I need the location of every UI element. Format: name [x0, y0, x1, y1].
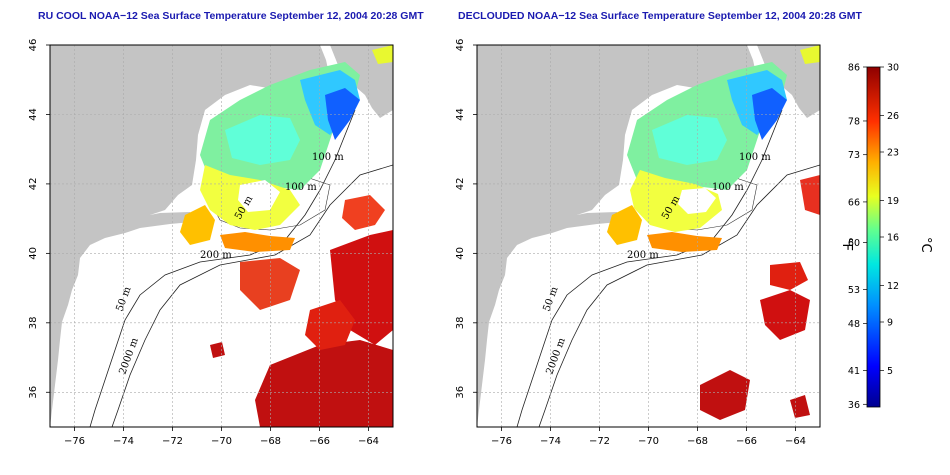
- colorbar-c-label: 19: [887, 196, 899, 207]
- colorbar-c-label: 5: [887, 366, 893, 377]
- colorbar-f-label: 66: [848, 197, 860, 208]
- colorbar-c-label: 26: [887, 111, 899, 122]
- colorbar-c-label: 12: [887, 281, 899, 292]
- land-mass: [125, 212, 192, 228]
- x-tick-label: −64: [785, 436, 806, 447]
- grid-lines: [50, 45, 393, 427]
- sst-field: [607, 45, 820, 420]
- panel-title-left: RU COOL NOAA−12 Sea Surface Temperature …: [38, 10, 424, 22]
- bathymetry-contour: [516, 109, 783, 427]
- land-mass: [477, 45, 757, 427]
- colorbar-c-label: 23: [887, 148, 899, 159]
- x-tick-label: −76: [491, 436, 512, 447]
- unit-fahrenheit: °F: [839, 237, 854, 251]
- land-mass: [552, 212, 619, 228]
- colorbar-f-label: 48: [848, 319, 860, 330]
- contour-label: 200 m: [200, 250, 232, 261]
- contour-label: 100 m: [312, 152, 344, 163]
- grid-lines: [477, 45, 820, 427]
- x-tick-label: −68: [260, 436, 281, 447]
- y-tick-label: 36: [28, 386, 39, 399]
- x-tick-label: −76: [64, 436, 85, 447]
- colorbar: 86 78 73 66 60 53 48 41 36 30 26 23 19 16 12 9 5 °F °C: [839, 63, 933, 411]
- axis-ticks-left: −76 −74 −72 −70 −68 −66 −64 36 38 40 42 44 46: [28, 39, 379, 447]
- colorbar-f-label: 73: [848, 150, 860, 161]
- contour-label: 100 m: [712, 182, 744, 193]
- colorbar-c-label: 9: [887, 318, 893, 329]
- bathymetry-contour: [111, 164, 393, 427]
- unit-celsius: °C: [918, 237, 933, 253]
- colorbar-c-label: 16: [887, 233, 899, 244]
- y-tick-label: 42: [455, 178, 466, 191]
- colorbar-f-label: 86: [848, 63, 860, 74]
- sst-field: [180, 45, 393, 427]
- colorbar-c-label: 30: [887, 63, 899, 74]
- y-tick-label: 46: [455, 39, 466, 52]
- x-tick-label: −66: [309, 436, 330, 447]
- y-tick-label: 42: [28, 178, 39, 191]
- axis-ticks-right: −76 −74 −72 −70 −68 −66 −64 36 38 40 42 44 46: [455, 39, 806, 447]
- colorbar-ticks: 86 78 73 66 60 53 48 41 36 30 26 23 19 16 12 9 5: [848, 63, 899, 411]
- contour-label: 200 m: [627, 250, 659, 261]
- land-mass: [50, 45, 330, 427]
- colorbar-gradient: [866, 66, 881, 408]
- x-tick-label: −70: [638, 436, 659, 447]
- y-tick-label: 46: [28, 39, 39, 52]
- y-tick-label: 38: [455, 316, 466, 329]
- contour-label: 100 m: [739, 152, 771, 163]
- panel-title-right: DECLOUDED NOAA−12 Sea Surface Temperatur…: [458, 10, 862, 22]
- colorbar-f-label: 36: [848, 400, 860, 411]
- y-tick-label: 44: [28, 108, 39, 121]
- colorbar-f-label: 78: [848, 116, 860, 127]
- bathymetry-contour: [538, 164, 820, 427]
- bathymetry-contour: [89, 109, 356, 427]
- x-tick-label: −64: [358, 436, 379, 447]
- x-tick-label: −74: [113, 436, 134, 447]
- y-tick-label: 44: [455, 108, 466, 121]
- contour-label: 100 m: [285, 182, 317, 193]
- x-tick-label: −68: [687, 436, 708, 447]
- map-panel-left: 100 m 100 m 50 m 200 m 50 m 2000 m −76 −7…: [28, 39, 394, 447]
- map-panel-right: 100 m 100 m 50 m 200 m 50 m 2000 m −76 −7…: [455, 39, 821, 447]
- x-tick-label: −70: [211, 436, 232, 447]
- colorbar-f-label: 53: [848, 285, 860, 296]
- colorbar-f-label: 60: [848, 238, 860, 249]
- x-tick-label: −74: [540, 436, 561, 447]
- y-tick-label: 40: [455, 247, 466, 260]
- y-tick-label: 36: [455, 386, 466, 399]
- x-tick-label: −72: [589, 436, 610, 447]
- x-tick-label: −66: [736, 436, 757, 447]
- y-tick-label: 38: [28, 316, 39, 329]
- y-tick-label: 40: [28, 247, 39, 260]
- colorbar-f-label: 41: [848, 366, 860, 377]
- x-tick-label: −72: [162, 436, 183, 447]
